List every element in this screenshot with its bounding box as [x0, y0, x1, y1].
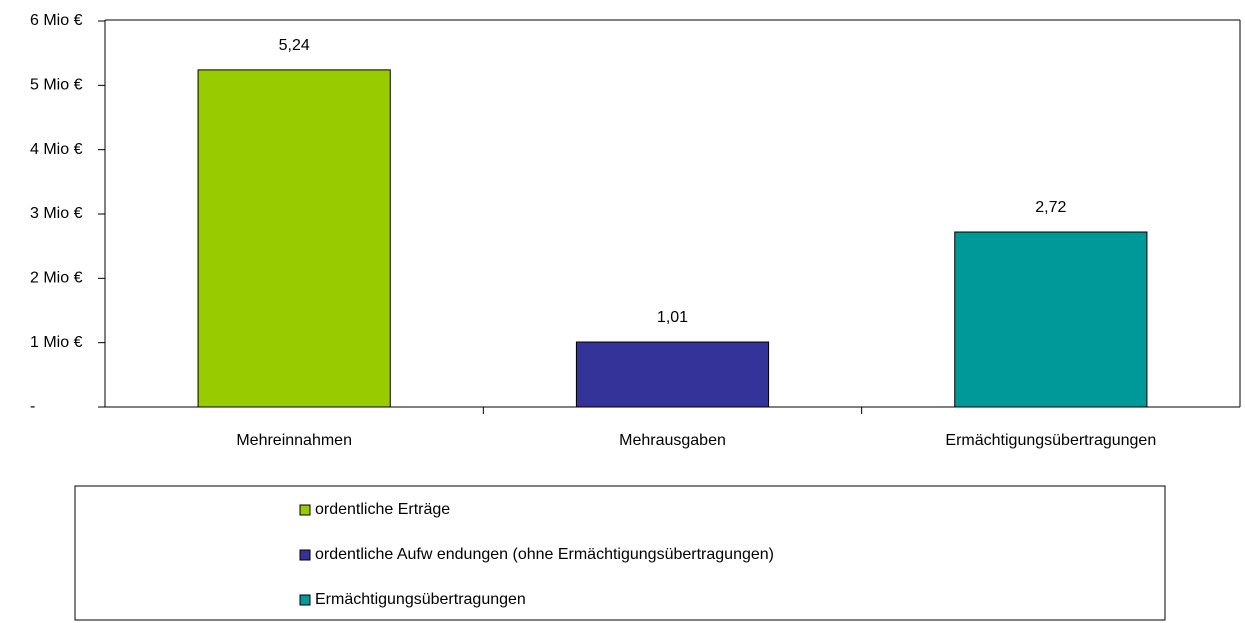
y-tick-label: -	[30, 398, 35, 415]
legend-swatch	[299, 549, 311, 561]
y-tick-label: 4 Mio €	[30, 141, 83, 158]
y-tick-label: 6 Mio €	[30, 12, 83, 29]
data-label: 2,72	[1035, 199, 1066, 216]
x-tick-label: Mehrausgaben	[619, 432, 726, 449]
x-tick-label: Mehreinnahmen	[236, 432, 352, 449]
legend-box	[74, 485, 1166, 621]
legend-swatch	[299, 504, 311, 516]
bar	[197, 69, 391, 408]
data-label: 5,24	[279, 37, 310, 54]
y-tick-label: 5 Mio €	[30, 77, 83, 94]
bar	[954, 231, 1148, 408]
legend-label: Ermächtigungsübertragungen	[315, 591, 526, 608]
legend-label: ordentliche Aufw endungen (ohne Ermächti…	[315, 546, 774, 563]
y-tick-label: 3 Mio €	[30, 205, 83, 222]
legend-swatch	[299, 594, 311, 606]
data-label: 1,01	[657, 309, 688, 326]
x-tick-label: Ermächtigungsübertragungen	[945, 432, 1156, 449]
y-tick-label: 2 Mio €	[30, 270, 83, 287]
legend-label: ordentliche Erträge	[315, 501, 450, 518]
bar	[575, 341, 770, 408]
y-tick-label: 1 Mio €	[30, 334, 83, 351]
